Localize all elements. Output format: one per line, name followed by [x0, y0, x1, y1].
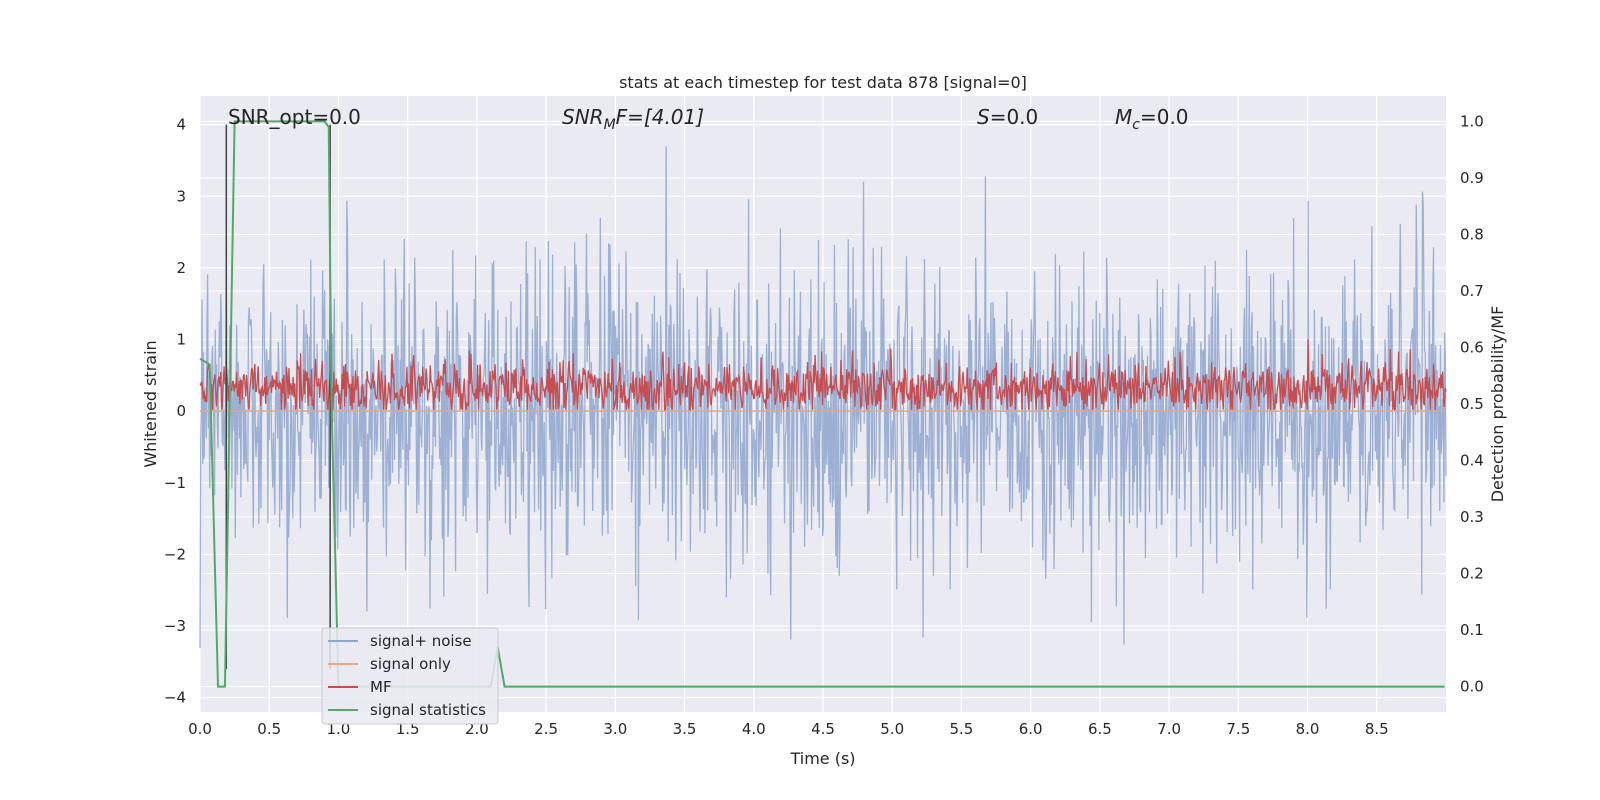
y-right-tick-label: 0.9	[1460, 169, 1484, 187]
y-right-tick-label: 0.4	[1460, 452, 1484, 470]
y-right-tick-label: 0.0	[1460, 678, 1484, 696]
annotation-snr-opt: SNR_opt=0.0	[228, 105, 361, 129]
y-axis-right-label: Detection probability/MF	[1488, 306, 1507, 503]
y-right-tick-label: 0.7	[1460, 282, 1484, 300]
x-tick-label: 5.0	[880, 720, 904, 738]
x-tick-label: 2.5	[534, 720, 558, 738]
signal-noise-series	[199, 146, 1447, 649]
annotation-mc: Mc=0.0	[1115, 105, 1189, 133]
y-left-tick-label: −3	[164, 617, 186, 635]
y-left-tick-label: 1	[176, 331, 186, 349]
x-tick-label: 4.0	[742, 720, 766, 738]
y-right-tick-label: 0.2	[1460, 565, 1484, 583]
x-axis-label: Time (s)	[789, 749, 855, 768]
y-left-tick-label: −2	[164, 545, 186, 563]
y-axis-left-label: Whitened strain	[141, 340, 160, 467]
mf-series	[199, 339, 1447, 412]
legend-box	[321, 627, 499, 725]
y-left-tick-label: −1	[164, 474, 186, 492]
snr-mf-subscript: M	[604, 117, 616, 133]
mc-symbol: M	[1115, 105, 1132, 129]
y-right-tick-label: 0.8	[1460, 225, 1484, 243]
annotation-s: S=0.0	[977, 105, 1038, 129]
y-left-tick-label: 3	[176, 187, 186, 205]
x-tick-label: 3.0	[603, 720, 627, 738]
x-tick-label: 7.0	[1157, 720, 1181, 738]
y-left-tick-label: 0	[176, 402, 186, 420]
y-right-tick-label: 0.6	[1460, 338, 1484, 356]
x-tick-label: 3.5	[673, 720, 697, 738]
x-tick-label: 5.5	[950, 720, 974, 738]
x-tick-label: 6.5	[1088, 720, 1112, 738]
annotation-snr-mf: SNRMF=[4.01]	[562, 105, 704, 133]
x-tick-label: 8.5	[1365, 720, 1389, 738]
signal-noise-line	[199, 146, 1447, 649]
x-tick-label: 0.0	[188, 720, 212, 738]
y-left-tick-label: 2	[176, 259, 186, 277]
x-tick-labels: 0.0 0.5 1.0 1.5 2.0 2.5 3.0 3.5 4.0 4.5 5.0 5.5 6.0 6…	[188, 720, 1389, 738]
mc-value: =0.0	[1140, 105, 1189, 129]
snr-mf-value: F=[4.01]	[616, 105, 704, 129]
legend-label-mf: MF	[370, 678, 392, 696]
y-left-tick-labels: 4 3 2 1 0 −1 −2 −3 −4	[164, 116, 186, 707]
y-left-tick-label: −4	[164, 689, 186, 707]
s-value: =0.0	[990, 105, 1039, 129]
legend-label-signal-statistics: signal statistics	[370, 701, 486, 719]
x-tick-label: 4.5	[811, 720, 835, 738]
x-tick-label: 0.5	[257, 720, 281, 738]
x-tick-label: 6.0	[1019, 720, 1043, 738]
y-right-tick-label: 0.1	[1460, 621, 1484, 639]
y-right-tick-labels: 1.0 0.9 0.8 0.7 0.6 0.5 0.4 0.3 0.2 0.1 0.0	[1460, 112, 1484, 695]
mf-line	[199, 339, 1447, 412]
snr-mf-prefix: SNR	[562, 105, 604, 129]
mc-subscript: c	[1132, 117, 1140, 133]
x-tick-label: 8.0	[1296, 720, 1320, 738]
legend-label-signal-noise: signal+ noise	[370, 632, 472, 650]
chart-title: stats at each timestep for test data 878…	[619, 73, 1027, 92]
s-symbol: S	[977, 105, 990, 129]
y-right-tick-label: 1.0	[1460, 112, 1484, 130]
y-right-tick-label: 0.3	[1460, 508, 1484, 526]
legend-label-signal-only: signal only	[370, 655, 451, 673]
y-left-tick-label: 4	[176, 116, 186, 134]
y-right-tick-label: 0.5	[1460, 395, 1484, 413]
legend: signal+ noise signal only MF signal stat…	[321, 627, 499, 725]
x-tick-label: 7.5	[1226, 720, 1250, 738]
